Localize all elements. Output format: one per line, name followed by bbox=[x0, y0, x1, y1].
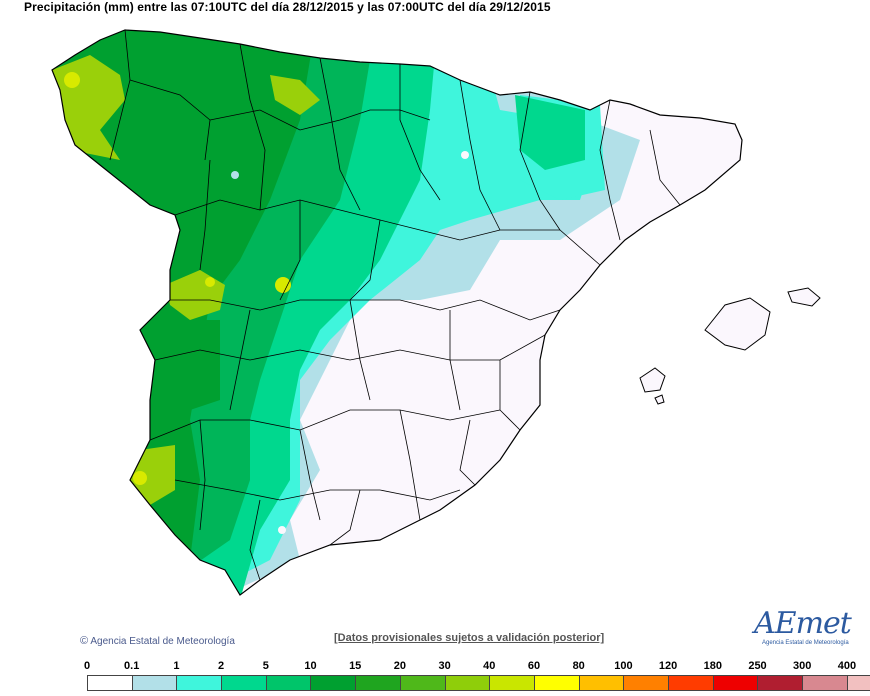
legend-tick-label: 180 bbox=[703, 660, 722, 672]
legend-tick-label: 80 bbox=[572, 660, 585, 672]
legend-tick-label: 400 bbox=[837, 660, 857, 672]
legend-swatch bbox=[847, 676, 870, 690]
legend-swatch bbox=[311, 676, 357, 690]
legend-tick-label: 20 bbox=[393, 660, 407, 672]
legend-tick-label: 15 bbox=[349, 660, 362, 672]
legend-swatch bbox=[177, 676, 223, 690]
map-title: Precipitación (mm) entre las 07:10UTC de… bbox=[24, 0, 551, 14]
provisional-note: [Datos provisionales sujetos a validació… bbox=[334, 632, 605, 644]
legend-tick-label: 40 bbox=[483, 660, 496, 672]
legend-tick-label: 120 bbox=[658, 660, 678, 672]
legend-tick-label: 60 bbox=[527, 660, 541, 672]
legend-tick-label: 0 bbox=[83, 660, 91, 672]
legend-ticks: 0 0.1 1 2 5 10 15 20 30 40 60 80 100 120 180 250 300 400 bbox=[0, 660, 870, 674]
aemet-logo: AEmet Agencia Estatal de Meteorología bbox=[754, 606, 854, 656]
legend-swatch bbox=[266, 676, 312, 690]
peninsula-outline bbox=[51, 29, 743, 596]
legend-swatch bbox=[445, 676, 491, 690]
legend-swatch bbox=[624, 676, 669, 690]
precipitation-legend bbox=[87, 675, 870, 691]
legend-swatch bbox=[713, 676, 759, 690]
legend-tick-label: 250 bbox=[748, 660, 767, 672]
legend-tick-label: 5 bbox=[262, 660, 269, 672]
legend-swatch bbox=[88, 676, 133, 690]
copyright-icon: © bbox=[80, 635, 89, 647]
legend-tick-label: 2 bbox=[218, 660, 225, 672]
legend-swatch bbox=[758, 676, 803, 690]
legend-swatch bbox=[579, 676, 625, 690]
logo-text: AEmet bbox=[754, 606, 852, 641]
agency-name: Agencia Estatal de Meteorología bbox=[90, 636, 235, 647]
legend-swatch bbox=[222, 676, 267, 690]
legend-tick-label: 100 bbox=[614, 660, 633, 672]
legend-tick-label: 10 bbox=[304, 660, 317, 672]
province-boundaries bbox=[109, 29, 681, 581]
precipitation-map bbox=[51, 29, 821, 596]
legend-tick-label: 0.1 bbox=[124, 660, 140, 672]
legend-tick-label: 1 bbox=[173, 660, 180, 672]
legend-tick-label: 300 bbox=[793, 660, 812, 672]
logo-subtitle: Agencia Estatal de Meteorología bbox=[762, 640, 849, 646]
legend-swatch bbox=[803, 676, 848, 690]
legend-tick-label: 30 bbox=[438, 660, 451, 672]
legend-swatch bbox=[668, 676, 714, 690]
legend-swatch bbox=[132, 676, 178, 690]
legend-swatch bbox=[400, 676, 446, 690]
legend-swatch bbox=[490, 676, 535, 690]
legend-swatch bbox=[534, 676, 580, 690]
agency-credit: © Agencia Estatal de Meteorología bbox=[80, 635, 235, 647]
legend-swatch bbox=[356, 676, 401, 690]
balearic-islands bbox=[639, 287, 821, 405]
